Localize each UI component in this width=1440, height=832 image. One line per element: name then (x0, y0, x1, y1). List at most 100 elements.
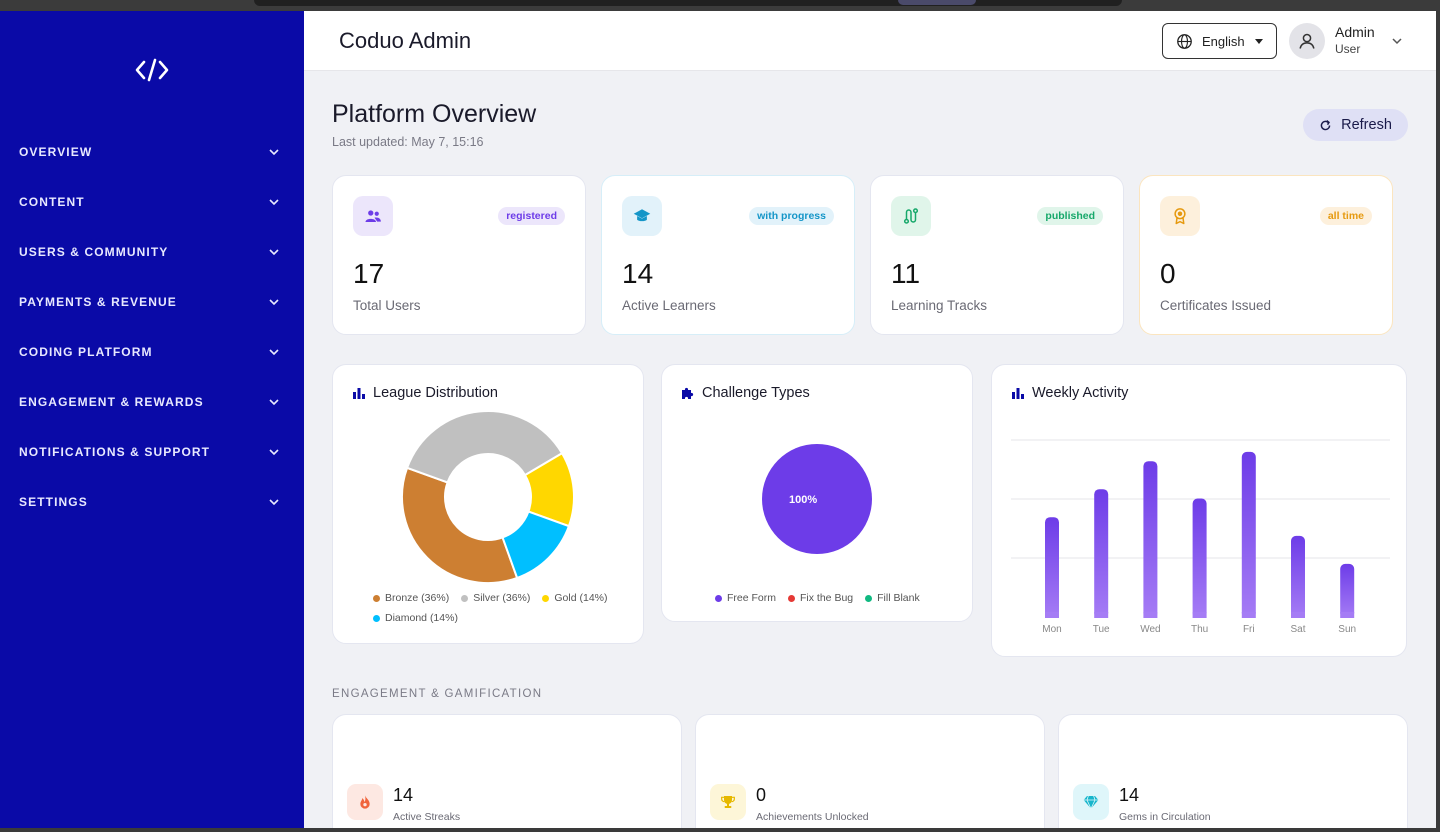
gem-icon (1083, 794, 1099, 810)
legend-item[interactable]: Gold (14%) (542, 588, 608, 608)
legend-dot (715, 594, 722, 602)
legend-dot (373, 614, 380, 622)
sidebar-item-label: NOTIFICATIONS & SUPPORT (19, 445, 211, 459)
legend-dot (865, 594, 873, 602)
sidebar-item-label: SETTINGS (19, 495, 88, 509)
x-tick-label: Thu (1191, 624, 1208, 635)
chevron-down-icon (269, 149, 279, 156)
legend-item[interactable]: Diamond (14%) (373, 608, 458, 628)
bar-tue[interactable] (1094, 489, 1109, 618)
refresh-label: Refresh (1341, 117, 1392, 133)
chevron-down-icon (269, 349, 279, 356)
window-top-strip (0, 0, 1440, 11)
chevron-down-icon[interactable] (1391, 35, 1403, 47)
engagement-value: 14 (1119, 785, 1140, 805)
bar-chart-icon (353, 388, 365, 399)
sidebar: OVERVIEW CONTENT USERS & COMMUNITY PAYMENTS… (0, 11, 304, 828)
sidebar-item-settings[interactable]: SETTINGS (0, 477, 304, 527)
engagement-card-gems-in-circulation: 14 Gems in Circulation (1058, 714, 1408, 828)
graduation-cap-icon (633, 207, 651, 225)
bar-base-sun (1340, 612, 1355, 618)
app-brand: Coduo Admin (339, 28, 472, 53)
stat-label: Learning Tracks (891, 298, 988, 313)
legend-item[interactable]: Fill Blank (865, 588, 920, 608)
x-tick-label: Tue (1093, 624, 1110, 635)
bar-sat[interactable] (1291, 535, 1305, 618)
stat-card-learning-tracks: published 11 Learning Tracks (870, 175, 1124, 335)
sidebar-item-content[interactable]: CONTENT (0, 177, 304, 227)
bar-base-thu (1192, 612, 1207, 618)
stat-icon-box (891, 196, 931, 236)
route-icon (902, 207, 920, 225)
sidebar-item-users-community[interactable]: USERS & COMMUNITY (0, 227, 304, 277)
chevron-down-icon (269, 499, 279, 506)
league-title: League Distribution (352, 385, 498, 401)
legend-item[interactable]: Silver (36%) (461, 588, 530, 608)
sidebar-item-label: PAYMENTS & REVENUE (19, 295, 177, 309)
refresh-icon (1320, 119, 1331, 130)
sidebar-item-engagement-rewards[interactable]: ENGAGEMENT & REWARDS (0, 377, 304, 427)
sidebar-item-label: USERS & COMMUNITY (19, 245, 169, 259)
user-menu[interactable]: Admin User (1289, 23, 1403, 59)
legend-label: Free Form (727, 592, 777, 604)
donut-slice-bronze[interactable] (401, 466, 519, 584)
sidebar-item-label: CONTENT (19, 195, 85, 209)
avatar[interactable] (1289, 23, 1325, 59)
sidebar-item-overview[interactable]: OVERVIEW (0, 127, 304, 177)
weekly-title: Weekly Activity (1011, 385, 1128, 401)
user-name: Admin (1335, 24, 1375, 40)
award-icon (1171, 207, 1189, 225)
legend-item[interactable]: Bronze (36%) (373, 588, 449, 608)
engagement-value: 0 (756, 785, 767, 805)
bar-base-mon (1045, 612, 1059, 618)
language-selector[interactable]: English (1162, 23, 1277, 59)
page-title: Platform Overview (332, 100, 537, 128)
challenge-legend: Free Form Fix the Bug Fill Blank (715, 588, 965, 608)
bar-base-fri (1241, 612, 1256, 618)
user-role: User (1335, 42, 1361, 56)
last-updated: Last updated: May 7, 15:16 (332, 135, 484, 149)
bar-base-sat (1291, 612, 1305, 618)
sidebar-item-notifications-support[interactable]: NOTIFICATIONS & SUPPORT (0, 427, 304, 477)
chevron-down-icon (269, 249, 279, 256)
pie-slice-free-form[interactable] (762, 444, 872, 554)
top-header: Coduo Admin English Admin (304, 11, 1436, 71)
refresh-button[interactable]: Refresh (1303, 109, 1408, 141)
weekly-activity-card: Weekly Activity Mon Tue Wed Thu Fri Sat Sun (991, 364, 1407, 657)
bar-mon[interactable] (1045, 517, 1059, 618)
engagement-icon-box (710, 784, 746, 820)
stat-value: 0 (1160, 258, 1176, 289)
chevron-down-icon (269, 399, 279, 406)
legend-label: Bronze (36%) (385, 592, 450, 604)
legend-item[interactable]: Free Form (715, 588, 776, 608)
league-legend: Bronze (36%) Silver (36%) Gold (14%) Diamon… (373, 588, 633, 628)
bar-thu[interactable] (1192, 498, 1207, 618)
league-distribution-card: League Distribution Bronze (36%) Silver (… (332, 364, 644, 644)
bar-fri[interactable] (1241, 451, 1256, 618)
sidebar-item-coding-platform[interactable]: CODING PLATFORM (0, 327, 304, 377)
stat-card-active-learners: with progress 14 Active Learners (601, 175, 855, 335)
donut-slice-diamond[interactable] (501, 510, 571, 580)
legend-dot (373, 594, 380, 602)
weekly-title-text: Weekly Activity (1032, 385, 1129, 401)
code-logo-icon[interactable] (135, 57, 169, 83)
legend-label: Fix the Bug (800, 592, 854, 604)
bar-wed[interactable] (1143, 461, 1158, 618)
donut-slice-silver[interactable] (405, 410, 564, 484)
sidebar-item-label: CODING PLATFORM (19, 345, 153, 359)
stat-icon-box (622, 196, 662, 236)
user-icon (1299, 33, 1315, 49)
legend-item[interactable]: Fix the Bug (788, 588, 853, 608)
x-tick-label: Sat (1290, 624, 1305, 635)
stat-value: 17 (353, 258, 385, 289)
chevron-down-icon (269, 449, 279, 456)
weekly-bar-chart: Mon Tue Wed Thu Fri Sat Sun (1011, 439, 1390, 635)
bar-sun[interactable] (1340, 563, 1355, 618)
stat-card-certificates-issued: all time 0 Certificates Issued (1139, 175, 1393, 335)
puzzle-icon (682, 387, 694, 399)
stat-badge: published (1037, 207, 1103, 225)
bar-chart-icon (1012, 388, 1024, 399)
sidebar-item-payments-revenue[interactable]: PAYMENTS & REVENUE (0, 277, 304, 327)
x-tick-label: Sun (1338, 624, 1356, 635)
globe-icon (1177, 33, 1192, 49)
